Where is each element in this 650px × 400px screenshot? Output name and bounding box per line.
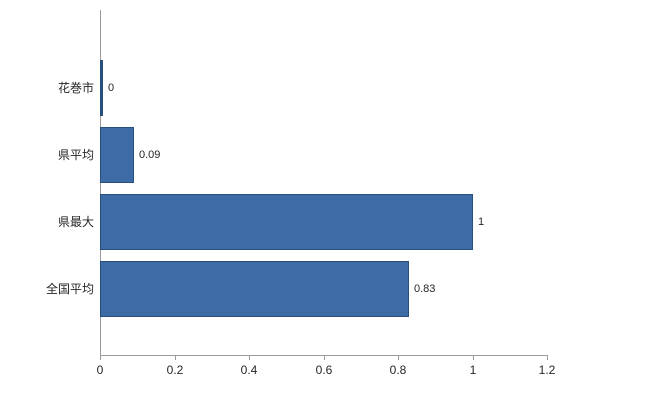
x-axis-tick-label: 1.2: [538, 363, 556, 377]
x-axis-tick: [547, 355, 548, 360]
x-axis-tick: [473, 355, 474, 360]
category-label: 花巻市: [57, 80, 94, 95]
category-label: 県平均: [57, 147, 94, 162]
bar: [100, 260, 409, 317]
bar: [100, 126, 134, 183]
category-label: 県最大: [57, 214, 94, 229]
x-axis-tick-label: 0.6: [315, 363, 333, 377]
x-axis-tick: [398, 355, 399, 360]
y-axis-line: [100, 10, 101, 355]
x-axis-tick-label: 0.2: [166, 363, 184, 377]
value-label: 0.83: [414, 282, 436, 295]
x-axis-tick-label: 1: [469, 363, 477, 377]
x-axis-tick: [100, 355, 101, 360]
bar: [100, 193, 473, 250]
x-axis-tick: [249, 355, 250, 360]
x-axis-tick: [175, 355, 176, 360]
value-label: 0: [108, 81, 115, 94]
value-label: 0.09: [139, 148, 161, 161]
x-axis-tick-label: 0: [96, 363, 104, 377]
category-label: 全国平均: [45, 281, 94, 296]
value-label: 1: [478, 215, 485, 228]
x-axis-tick-label: 0.8: [389, 363, 407, 377]
x-axis-tick: [324, 355, 325, 360]
bar: [100, 59, 103, 116]
x-axis-tick-label: 0.4: [240, 363, 258, 377]
